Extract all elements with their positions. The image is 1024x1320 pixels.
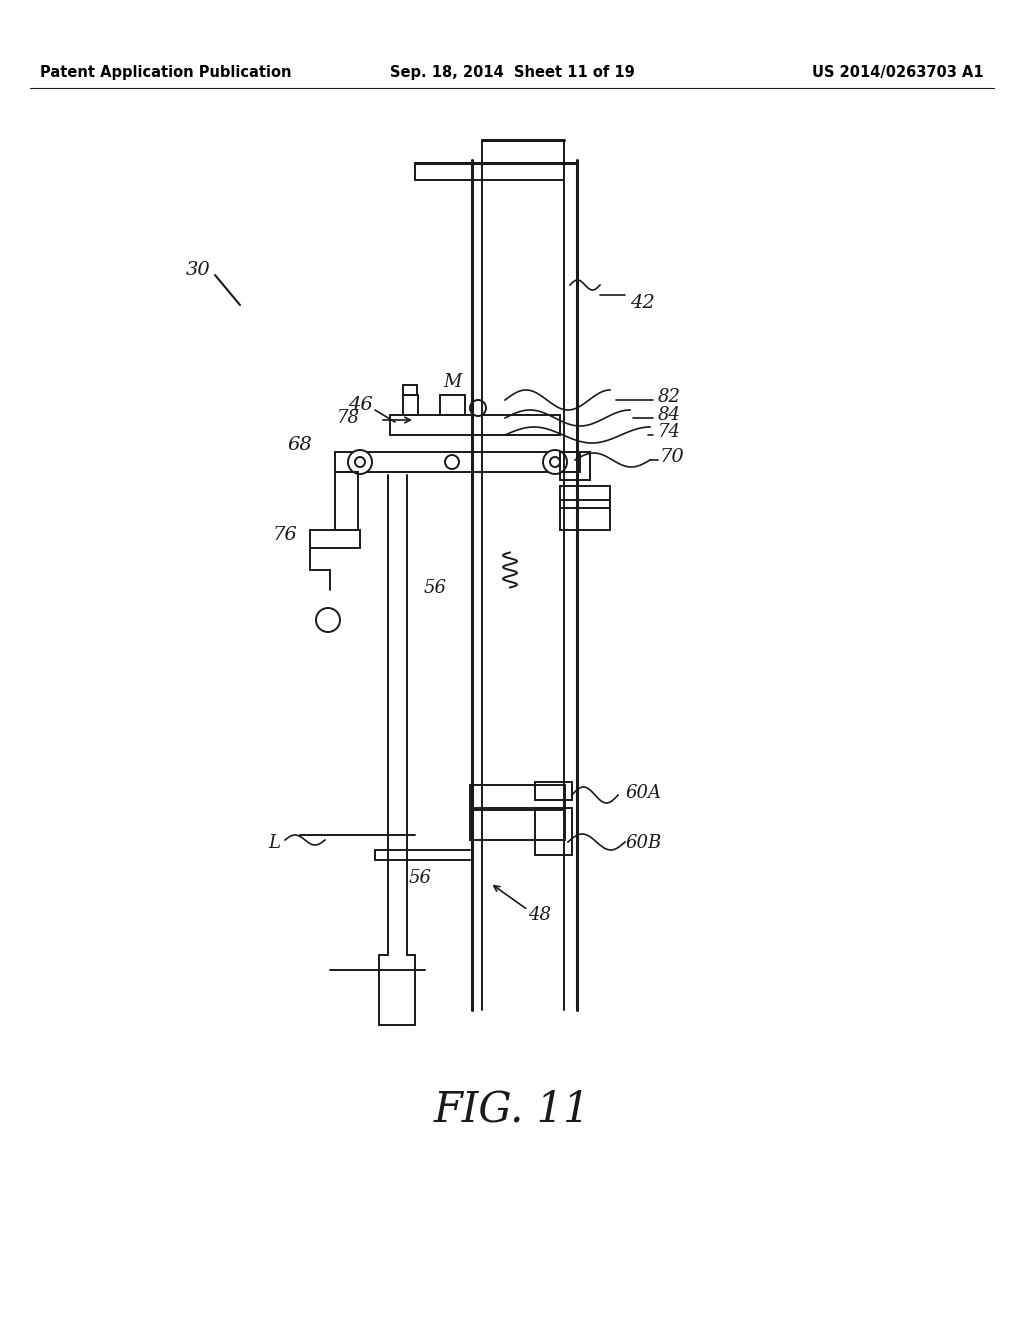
- Circle shape: [316, 609, 340, 632]
- Bar: [560, 451, 590, 480]
- Text: M: M: [442, 374, 461, 391]
- Bar: [535, 808, 572, 855]
- Text: 76: 76: [272, 525, 297, 544]
- Text: US 2014/0263703 A1: US 2014/0263703 A1: [812, 65, 984, 79]
- Text: 60B: 60B: [625, 834, 662, 851]
- Bar: [335, 451, 580, 473]
- Text: 78: 78: [337, 409, 359, 426]
- Text: 82: 82: [658, 388, 681, 407]
- Bar: [470, 808, 565, 840]
- Text: 48: 48: [528, 906, 552, 924]
- Text: 68: 68: [288, 436, 312, 454]
- Bar: [403, 395, 418, 414]
- Bar: [440, 395, 465, 414]
- Text: 46: 46: [347, 396, 373, 414]
- Circle shape: [348, 450, 372, 474]
- Bar: [560, 486, 610, 508]
- Text: 30: 30: [185, 261, 210, 279]
- Text: L: L: [268, 834, 280, 851]
- Bar: [390, 414, 560, 436]
- Bar: [310, 531, 360, 548]
- Text: FIG. 11: FIG. 11: [434, 1089, 590, 1131]
- Circle shape: [543, 450, 567, 474]
- Circle shape: [470, 400, 486, 416]
- Text: 42: 42: [630, 294, 654, 312]
- Text: 60A: 60A: [625, 784, 662, 803]
- Text: 56: 56: [409, 869, 431, 887]
- Bar: [403, 385, 417, 395]
- Text: 56: 56: [424, 579, 446, 597]
- Circle shape: [550, 457, 560, 467]
- Text: Patent Application Publication: Patent Application Publication: [40, 65, 292, 79]
- Bar: [535, 781, 572, 800]
- Bar: [335, 473, 358, 531]
- Circle shape: [445, 455, 459, 469]
- Bar: [470, 785, 565, 810]
- Text: 84: 84: [658, 407, 681, 424]
- Bar: [560, 500, 610, 531]
- Text: 74: 74: [658, 422, 681, 441]
- Text: Sep. 18, 2014  Sheet 11 of 19: Sep. 18, 2014 Sheet 11 of 19: [389, 65, 635, 79]
- Text: 70: 70: [660, 447, 685, 466]
- Circle shape: [355, 457, 365, 467]
